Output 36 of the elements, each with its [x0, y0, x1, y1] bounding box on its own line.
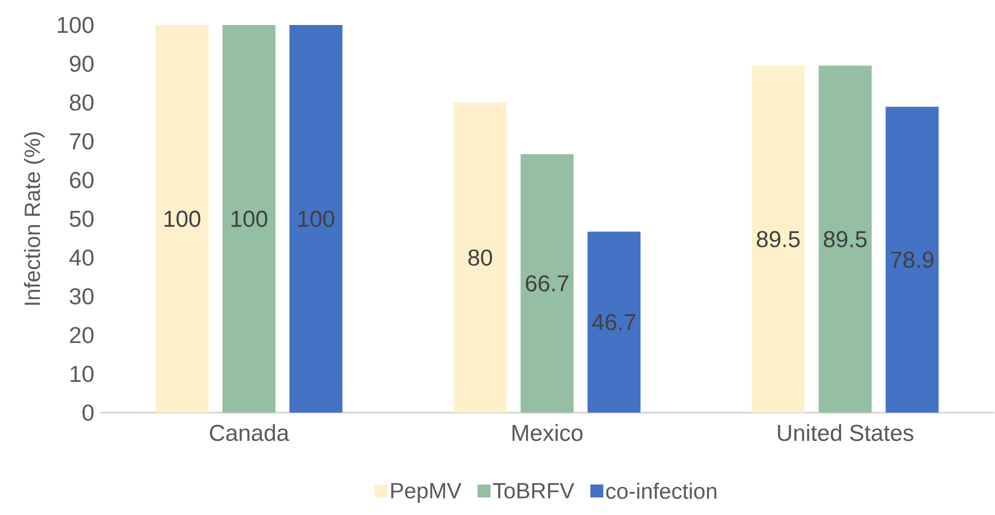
y-tick-label: 80	[70, 94, 94, 111]
bar	[289, 25, 342, 413]
bar	[520, 154, 574, 413]
legend-label: PepMV	[391, 483, 462, 504]
data-label: 100	[164, 210, 200, 228]
legend-label: ToBRFV	[492, 483, 574, 499]
y-tick-label: 70	[70, 133, 94, 150]
x-tick-label: Mexico	[512, 424, 583, 442]
bar	[156, 25, 209, 413]
data-label: 80	[468, 250, 492, 266]
bar	[454, 102, 507, 413]
y-axis-title: Infection Rate (%)	[24, 132, 44, 305]
x-tick-label: Canada	[210, 424, 290, 442]
y-tick-label: 10	[70, 366, 94, 382]
y-tick-label: 100	[58, 17, 94, 34]
legend-label: co-infection	[606, 482, 716, 500]
y-tick-label: 0	[82, 404, 94, 422]
y-tick-label: 50	[70, 210, 94, 228]
bar	[752, 66, 805, 413]
bar	[818, 66, 872, 413]
data-label: 46.7	[592, 314, 636, 330]
x-tick-label: United States	[778, 424, 914, 442]
bar	[222, 25, 276, 413]
y-tick-label: 60	[70, 172, 94, 188]
data-label: 100	[232, 210, 268, 228]
data-label: 78.9	[890, 252, 934, 268]
y-tick-label: 90	[70, 56, 94, 72]
data-label: 66.7	[526, 275, 568, 292]
y-tick-label: 30	[70, 288, 94, 305]
bar	[588, 232, 641, 413]
y-tick-label: 40	[69, 250, 94, 266]
y-tick-label: 20	[70, 327, 94, 344]
data-label: 89.5	[756, 231, 800, 248]
bar	[886, 106, 939, 413]
data-label: 89.5	[824, 231, 867, 248]
data-label: 100	[298, 210, 334, 228]
